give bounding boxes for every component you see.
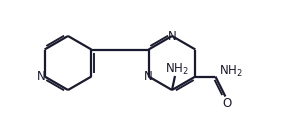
Text: N: N — [168, 30, 176, 44]
Text: NH$_2$: NH$_2$ — [219, 64, 243, 79]
Text: N: N — [37, 70, 46, 83]
Text: NH$_2$: NH$_2$ — [165, 61, 189, 77]
Text: O: O — [223, 97, 232, 110]
Text: N: N — [144, 70, 153, 83]
